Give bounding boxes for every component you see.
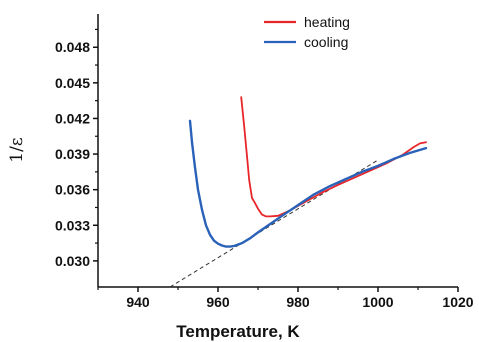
- legend-label-heating: heating: [304, 14, 350, 30]
- x-axis-ticks: 940 960 980 1000 1020: [97, 287, 474, 310]
- x-tick-label: 960: [206, 294, 230, 310]
- legend-label-cooling: cooling: [304, 34, 348, 50]
- y-axis-title: 1/ε: [7, 137, 27, 163]
- y-tick-label: 0.042: [55, 110, 90, 126]
- x-tick-label: 1020: [442, 294, 473, 310]
- series-layer: [188, 96, 428, 248]
- plot-frame: [97, 14, 458, 288]
- x-tick-label: 1000: [362, 294, 393, 310]
- y-tick-label: 0.030: [55, 253, 90, 269]
- y-tick-label: 0.033: [55, 217, 90, 233]
- x-tick-label: 980: [286, 294, 310, 310]
- y-axis-ticks: 0.030 0.033 0.036 0.039 0.042 0.045 0.048: [55, 28, 98, 269]
- x-tick-label: 940: [126, 294, 150, 310]
- y-tick-label: 0.036: [55, 182, 90, 198]
- y-tick-label: 0.048: [55, 39, 90, 55]
- legend: heating cooling: [264, 14, 350, 50]
- x-axis-title: Temperature, K: [176, 322, 300, 341]
- y-tick-label: 0.039: [55, 146, 90, 162]
- y-tick-label: 0.045: [55, 75, 90, 91]
- series-line-cooling: [188, 119, 428, 248]
